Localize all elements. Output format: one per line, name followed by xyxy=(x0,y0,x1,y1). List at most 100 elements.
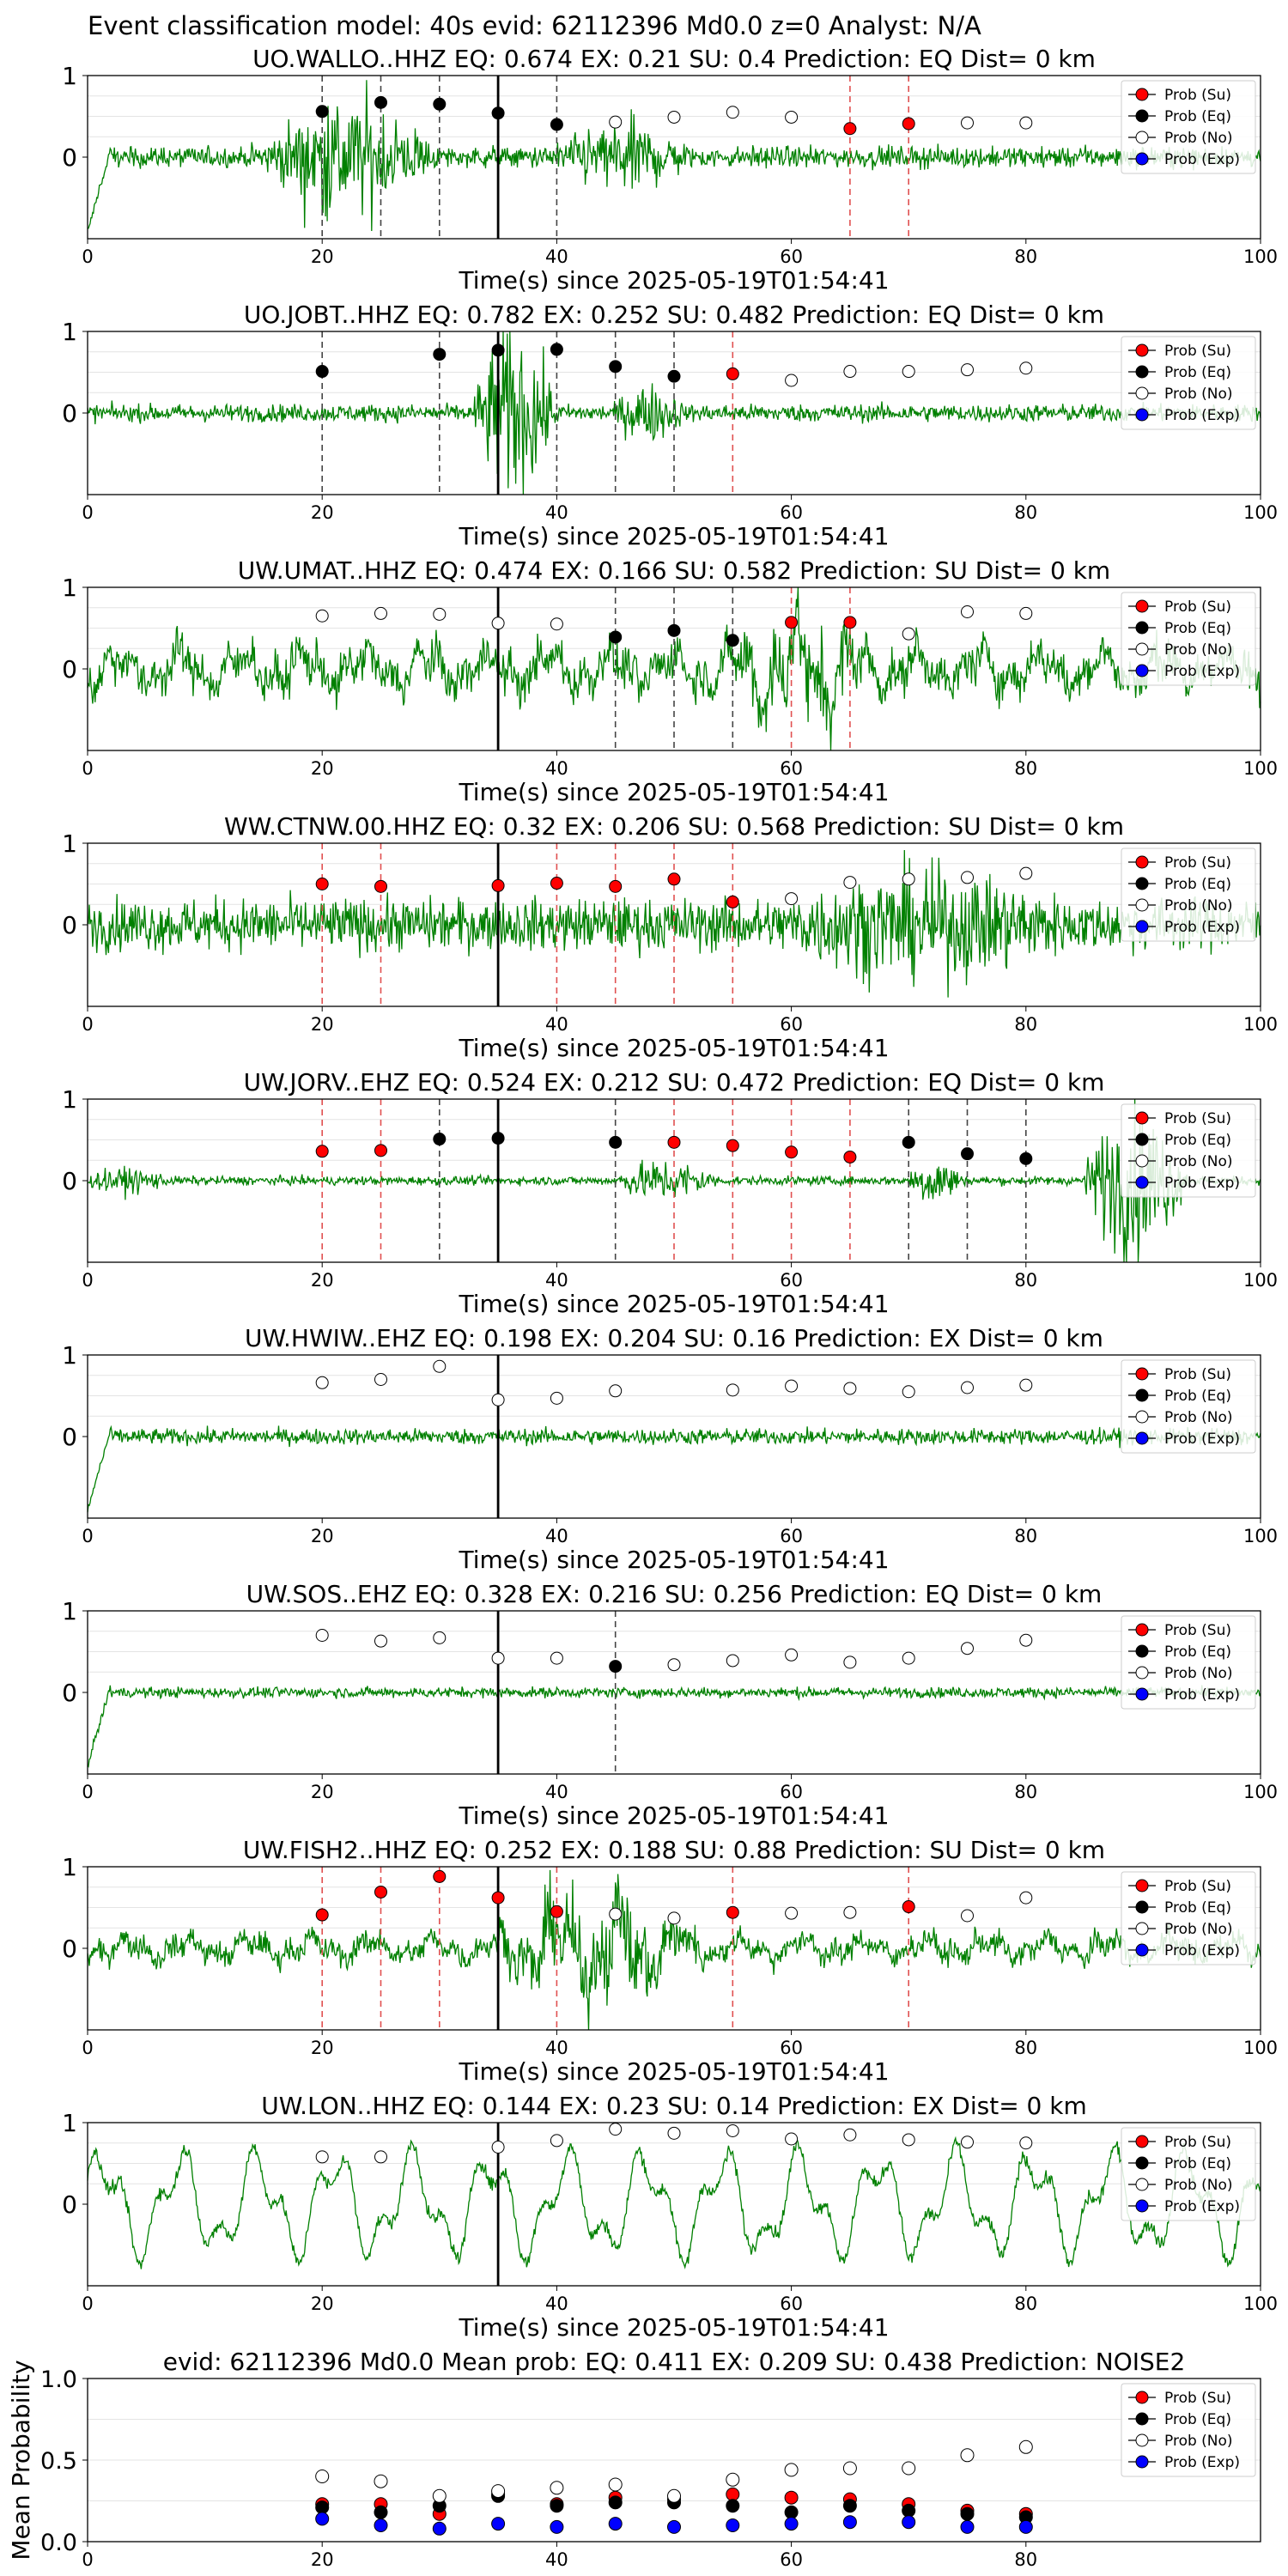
legend-marker xyxy=(1135,621,1149,635)
prob-point-no xyxy=(550,1391,563,1405)
legend-box xyxy=(1121,1615,1256,1710)
legend-label: Prob (No) xyxy=(1164,386,1233,403)
prob-point-no xyxy=(374,2150,387,2164)
legend-label: Prob (No) xyxy=(1164,641,1233,659)
prob-point-su xyxy=(785,1145,799,1159)
mean-point-eq xyxy=(315,2500,330,2515)
panel-title: UW.HWIW..EHZ EQ: 0.198 EX: 0.204 SU: 0.1… xyxy=(245,1324,1103,1352)
x-axis-label: Time(s) since 2025-05-19T01:54:41 xyxy=(458,1290,889,1318)
y-tick-label: 0 xyxy=(62,2190,77,2219)
x-axis-label: Time(s) since 2025-05-19T01:54:41 xyxy=(458,1801,889,1830)
prob-point-no xyxy=(726,1654,739,1668)
mean-point-no xyxy=(784,2463,799,2477)
x-tick-label: 40 xyxy=(545,1526,568,1546)
prob-point-eq xyxy=(609,360,623,374)
station-panel: UO.JOBT..HHZ EQ: 0.782 EX: 0.252 SU: 0.4… xyxy=(62,301,1278,550)
prob-point-no xyxy=(550,617,563,631)
prob-point-eq xyxy=(433,348,447,361)
legend-marker xyxy=(1135,855,1149,869)
prob-point-eq xyxy=(433,97,447,111)
station-panel: UW.SOS..EHZ EQ: 0.328 EX: 0.216 SU: 0.25… xyxy=(62,1580,1278,1830)
legend-label: Prob (Su) xyxy=(1164,2390,1231,2407)
panel-title: UW.LON..HHZ EQ: 0.144 EX: 0.23 SU: 0.14 … xyxy=(261,2092,1087,2120)
legend-label: Prob (Exp) xyxy=(1164,2454,1240,2471)
prob-point-su xyxy=(902,1900,915,1914)
prob-point-no xyxy=(726,1383,739,1397)
station-panel: UO.WALLO..HHZ EQ: 0.674 EX: 0.21 SU: 0.4… xyxy=(62,45,1278,295)
x-tick-label: 40 xyxy=(545,1014,568,1035)
legend-label: Prob (No) xyxy=(1164,2177,1233,2194)
legend-label: Prob (No) xyxy=(1164,2433,1233,2450)
legend-label: Prob (Exp) xyxy=(1164,1686,1240,1704)
legend-marker xyxy=(1135,599,1149,613)
x-tick-label: 80 xyxy=(1014,1014,1037,1035)
prob-point-no xyxy=(902,1651,915,1665)
waveform-trace xyxy=(87,1869,1261,2031)
x-tick-label: 20 xyxy=(311,1526,334,1546)
y-tick-label: 0.5 xyxy=(40,2448,77,2475)
x-tick-label: 40 xyxy=(545,758,568,779)
x-tick-label: 100 xyxy=(1243,1782,1278,1802)
prob-point-no xyxy=(785,110,799,124)
station-panel: UW.FISH2..HHZ EQ: 0.252 EX: 0.188 SU: 0.… xyxy=(62,1836,1278,2086)
mean-point-exp xyxy=(550,2519,564,2534)
prob-point-no xyxy=(785,374,799,387)
y-axis-label: Mean Probability xyxy=(7,2360,35,2560)
prob-point-no xyxy=(1019,116,1033,130)
legend-box xyxy=(1121,592,1256,686)
mean-point-exp xyxy=(960,2519,975,2534)
panel-title: UO.WALLO..HHZ EQ: 0.674 EX: 0.21 SU: 0.4… xyxy=(252,45,1096,73)
legend-box xyxy=(1121,1359,1256,1454)
station-panel: UW.JORV..EHZ EQ: 0.524 EX: 0.212 SU: 0.4… xyxy=(62,1068,1278,1318)
prob-point-no xyxy=(433,1359,447,1373)
legend-marker xyxy=(1135,1176,1149,1189)
mean-point-su xyxy=(726,2487,740,2501)
legend-marker xyxy=(1135,1367,1149,1381)
legend-label: Prob (No) xyxy=(1164,130,1233,147)
y-tick-label: 0 xyxy=(62,655,77,683)
panel-title: UW.SOS..EHZ EQ: 0.328 EX: 0.216 SU: 0.25… xyxy=(246,1580,1103,1608)
panel-title: UW.FISH2..HHZ EQ: 0.252 EX: 0.188 SU: 0.… xyxy=(243,1836,1105,1864)
prob-point-eq xyxy=(667,623,681,637)
prob-point-su xyxy=(550,1905,563,1918)
x-tick-label: 20 xyxy=(311,2293,334,2314)
mean-point-exp xyxy=(374,2518,388,2532)
legend-label: Prob (Su) xyxy=(1164,87,1231,104)
legend-marker xyxy=(1135,642,1149,656)
legend-marker xyxy=(1135,131,1149,144)
prob-point-su xyxy=(667,872,681,886)
legend-marker xyxy=(1135,2391,1149,2404)
legend-marker xyxy=(1135,2135,1149,2148)
prob-point-no xyxy=(843,876,857,890)
prob-point-no xyxy=(550,2134,563,2148)
x-tick-label: 80 xyxy=(1014,2038,1037,2058)
y-tick-label: 0 xyxy=(62,1935,77,1963)
prob-point-su xyxy=(843,122,857,136)
x-tick-label: 100 xyxy=(1243,1014,1278,1035)
legend-label: Prob (No) xyxy=(1164,1409,1233,1426)
prob-point-no xyxy=(961,605,974,618)
prob-point-no xyxy=(843,365,857,379)
prob-point-no xyxy=(667,1911,681,1925)
prob-point-no xyxy=(667,110,681,124)
legend: Prob (Su) Prob (Eq) Prob (No) Prob (Exp) xyxy=(1121,1615,1256,1710)
mean-point-eq xyxy=(550,2499,564,2513)
x-tick-label: 0 xyxy=(82,1782,93,1802)
y-tick-label: 1 xyxy=(62,2109,77,2137)
legend-box xyxy=(1121,848,1256,942)
x-tick-label: 0 xyxy=(82,2293,93,2314)
legend-label: Prob (Eq) xyxy=(1164,876,1231,893)
prob-point-no xyxy=(1019,361,1033,375)
prob-point-eq xyxy=(609,1660,623,1674)
legend-label: Prob (Eq) xyxy=(1164,1132,1231,1149)
x-tick-label: 100 xyxy=(1243,1526,1278,1546)
prob-point-su xyxy=(609,879,623,893)
waveform-trace xyxy=(87,2136,1261,2269)
x-tick-label: 0 xyxy=(82,2038,93,2058)
legend-box xyxy=(1121,80,1256,174)
prob-point-eq xyxy=(550,343,563,356)
mean-point-no xyxy=(902,2461,916,2476)
x-tick-label: 20 xyxy=(311,502,334,523)
prob-point-no xyxy=(491,617,505,630)
x-tick-label: 0 xyxy=(82,246,93,267)
